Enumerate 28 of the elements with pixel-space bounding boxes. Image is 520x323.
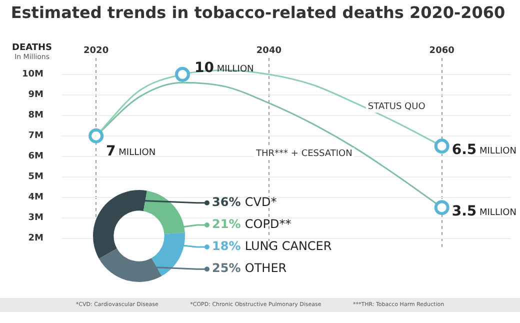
y-tick-label: 4M [28,192,44,203]
y-tick-label: 10M [22,70,44,80]
y-tick-label: 9M [28,90,44,100]
slice-label: COPD** [244,217,292,232]
data-label: 36% [212,195,245,210]
y-tick-label: 8M [28,110,44,121]
y-axis-title: DEATHS [12,43,52,53]
series-label: THR*** + CESSATION [255,148,352,159]
x-tick-label: 2060 [429,46,454,56]
data-label: 18% [212,239,245,254]
slice-label: CVD* [244,195,277,210]
slice-label: OTHER [244,261,287,276]
chart-title: Estimated trends in tobacco-related deaths 2020-2060 [10,2,506,22]
x-tick-label: 2020 [84,46,109,56]
y-tick-label: 6M [28,152,44,162]
y-tick-label: 5M [28,172,44,182]
data-label: 10 MILLION [194,60,254,76]
data-label: 7 MILLION [106,144,156,160]
series-label: STATUS QUO [368,102,426,112]
y-tick-label: 3M [28,213,44,224]
data-label: 25% [212,261,245,276]
y-tick-label: 2M [28,234,44,244]
y-tick-label: 7M [28,131,44,142]
x-tick-label: 2040 [256,46,282,56]
data-label: 6.5 MILLION [452,142,516,158]
slice-label: LUNG CANCER [244,239,332,254]
data-label: 21% [212,217,245,232]
data-label: 3.5 MILLION [452,203,516,220]
